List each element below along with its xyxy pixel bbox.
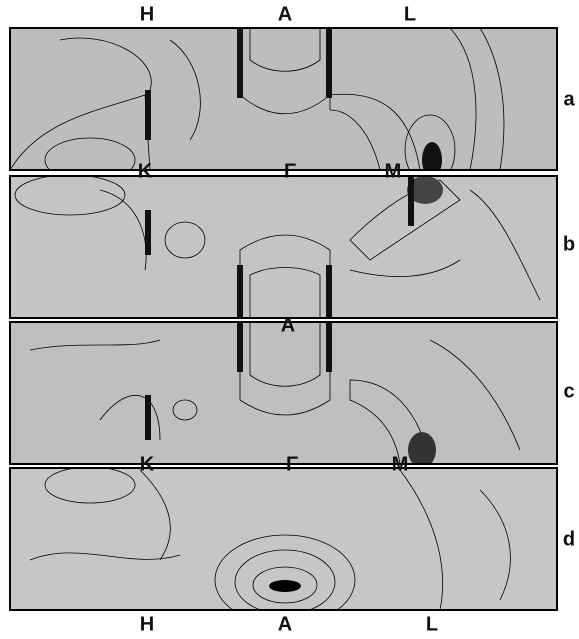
symmetry-label: A [281,314,295,336]
symmetry-label: Γ [284,160,296,182]
symmetry-label: M [392,453,409,475]
symmetry-label: M [385,160,402,182]
panel-label: c [563,380,574,402]
panel-label: d [563,528,575,550]
contour-panel-b [10,175,557,318]
panel-label: b [563,233,575,255]
symmetry-label: K [140,453,155,475]
panel-label: a [563,88,575,110]
bottom-label: L [426,613,438,635]
bottom-label: A [278,613,292,635]
symmetry-label: K [138,160,153,182]
top-label: L [404,3,416,25]
figure: H A La b c d K Γ M A K Γ M H A L [0,0,579,639]
symmetry-label: Γ [286,453,298,475]
top-label: A [278,3,292,25]
contour-panel-d [10,467,557,625]
contour-panel-c [10,322,557,468]
top-label: H [140,3,154,25]
bottom-label: H [140,613,154,635]
